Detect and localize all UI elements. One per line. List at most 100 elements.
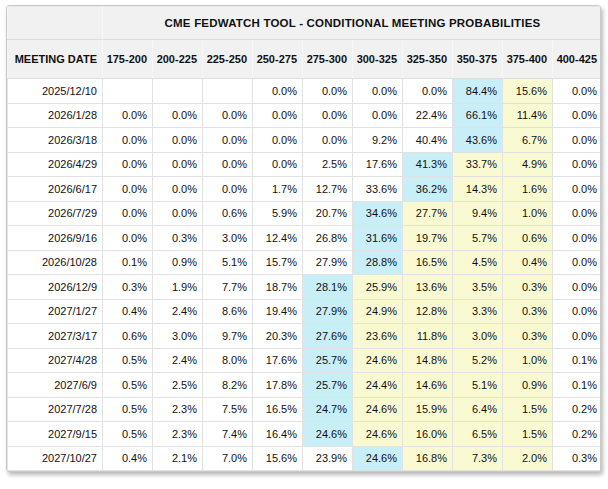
probability-cell: 0.0% — [153, 177, 203, 202]
probability-cell: 0.0% — [203, 103, 253, 128]
probability-cell: 15.9% — [403, 397, 453, 422]
probability-cell: 0.0% — [103, 201, 153, 226]
probability-cell: 0.6% — [203, 201, 253, 226]
probability-cell: 6.5% — [453, 422, 503, 447]
probability-cell: 16.8% — [403, 446, 453, 471]
meeting-date-cell: 2025/12/10 — [8, 79, 103, 104]
probability-cell: 0.3% — [503, 324, 553, 349]
title-row: CME FEDWATCH TOOL - CONDITIONAL MEETING … — [8, 7, 602, 40]
probability-cell: 1.9% — [153, 275, 203, 300]
probability-cell: 0.0% — [203, 152, 253, 177]
probability-cell: 9.2% — [353, 128, 403, 153]
meeting-date-cell: 2026/10/28 — [8, 250, 103, 275]
probability-cell: 0.3% — [503, 275, 553, 300]
table-row: 2027/10/270.4%2.1%7.0%15.6%23.9%24.6%16.… — [8, 446, 602, 471]
probability-cell: 1.7% — [253, 177, 303, 202]
probability-cell: 2.3% — [153, 397, 203, 422]
probability-cell: 0.1% — [553, 348, 602, 373]
probability-cell: 16.5% — [253, 397, 303, 422]
probability-cell: 20.7% — [303, 201, 353, 226]
probability-cell: 6.7% — [503, 128, 553, 153]
table-row: 2026/4/290.0%0.0%0.0%0.0%2.5%17.6%41.3%3… — [8, 152, 602, 177]
probability-cell: 0.0% — [403, 79, 453, 104]
probability-cell: 84.4% — [453, 79, 503, 104]
probability-cell: 2.5% — [303, 152, 353, 177]
probability-cell: 0.0% — [103, 103, 153, 128]
probability-cell: 2.4% — [153, 348, 203, 373]
probability-cell — [103, 79, 153, 104]
probability-cell — [153, 79, 203, 104]
probability-cell: 0.0% — [553, 79, 602, 104]
probability-cell: 15.7% — [253, 250, 303, 275]
probability-cell: 12.8% — [403, 299, 453, 324]
probability-cell: 0.0% — [553, 275, 602, 300]
meeting-date-cell: 2027/9/15 — [8, 422, 103, 447]
probability-cell: 2.5% — [153, 373, 203, 398]
probability-cell: 0.0% — [303, 128, 353, 153]
probability-cell: 5.1% — [453, 373, 503, 398]
meeting-date-cell: 2027/7/28 — [8, 397, 103, 422]
probability-cell: 0.6% — [503, 226, 553, 251]
probability-cell: 24.6% — [353, 348, 403, 373]
probability-cell: 26.8% — [303, 226, 353, 251]
probability-cell: 9.4% — [453, 201, 503, 226]
rate-range-header: 325-350 — [403, 40, 453, 79]
probability-cell: 0.2% — [553, 397, 602, 422]
probability-cell: 1.5% — [503, 422, 553, 447]
probability-cell: 0.0% — [153, 152, 203, 177]
rate-range-header: 400-425 — [553, 40, 602, 79]
table-row: 2027/3/170.6%3.0%9.7%20.3%27.6%23.6%11.8… — [8, 324, 602, 349]
probability-cell: 2.4% — [153, 299, 203, 324]
probability-cell: 0.5% — [103, 422, 153, 447]
probability-cell: 0.0% — [103, 152, 153, 177]
fedwatch-page: CME FEDWATCH TOOL - CONDITIONAL MEETING … — [0, 0, 608, 489]
probability-cell: 8.6% — [203, 299, 253, 324]
probability-cell: 7.0% — [203, 446, 253, 471]
probability-cell: 0.0% — [253, 79, 303, 104]
probability-cell: 4.5% — [453, 250, 503, 275]
probability-cell: 0.2% — [553, 422, 602, 447]
probability-cell: 13.6% — [403, 275, 453, 300]
probability-cell: 0.0% — [253, 128, 303, 153]
probability-cell: 8.2% — [203, 373, 253, 398]
probability-cell: 40.4% — [403, 128, 453, 153]
probability-cell: 24.6% — [303, 422, 353, 447]
probability-cell: 0.0% — [203, 128, 253, 153]
meeting-date-cell: 2026/9/16 — [8, 226, 103, 251]
probability-cell: 0.0% — [553, 152, 602, 177]
probability-cell: 17.8% — [253, 373, 303, 398]
probability-cell: 23.6% — [353, 324, 403, 349]
table-row: 2027/1/270.4%2.4%8.6%19.4%27.9%24.9%12.8… — [8, 299, 602, 324]
table-row: 2026/12/90.3%1.9%7.7%18.7%28.1%25.9%13.6… — [8, 275, 602, 300]
probability-cell: 0.0% — [203, 177, 253, 202]
probability-cell: 0.0% — [553, 299, 602, 324]
probability-cell: 14.8% — [403, 348, 453, 373]
probability-cell: 2.1% — [153, 446, 203, 471]
meeting-date-cell: 2026/6/17 — [8, 177, 103, 202]
meeting-date-cell: 2027/1/27 — [8, 299, 103, 324]
probability-cell: 24.7% — [303, 397, 353, 422]
probability-cell: 27.7% — [403, 201, 453, 226]
rate-range-header: 250-275 — [253, 40, 303, 79]
probability-cell: 17.6% — [253, 348, 303, 373]
table-row: 2026/10/280.1%0.9%5.1%15.7%27.9%28.8%16.… — [8, 250, 602, 275]
probability-cell: 5.7% — [453, 226, 503, 251]
probability-cell: 0.0% — [253, 103, 303, 128]
rate-range-header: 275-300 — [303, 40, 353, 79]
meeting-date-cell: 2026/7/29 — [8, 201, 103, 226]
probability-cell: 28.1% — [303, 275, 353, 300]
table-row: 2027/6/90.5%2.5%8.2%17.8%25.7%24.4%14.6%… — [8, 373, 602, 398]
probability-cell: 0.0% — [103, 226, 153, 251]
probability-cell: 28.8% — [353, 250, 403, 275]
column-header-row: MEETING DATE 175-200200-225225-250250-27… — [8, 40, 602, 79]
probability-cell: 25.9% — [353, 275, 403, 300]
meeting-date-cell: 2026/12/9 — [8, 275, 103, 300]
probability-cell: 0.4% — [503, 250, 553, 275]
table-row: 2027/4/280.5%2.4%8.0%17.6%25.7%24.6%14.8… — [8, 348, 602, 373]
rate-range-header: 200-225 — [153, 40, 203, 79]
probability-cell: 0.9% — [153, 250, 203, 275]
probability-cell: 7.3% — [453, 446, 503, 471]
probability-cell: 27.6% — [303, 324, 353, 349]
probability-cell: 0.0% — [553, 226, 602, 251]
probability-cell: 41.3% — [403, 152, 453, 177]
